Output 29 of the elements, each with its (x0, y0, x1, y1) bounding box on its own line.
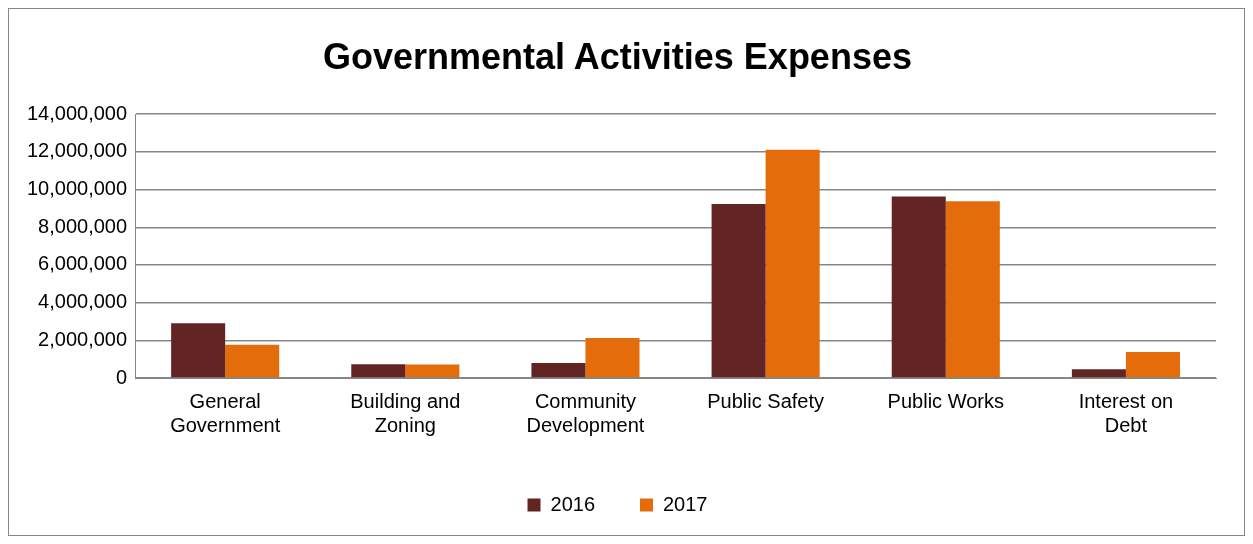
bar (945, 201, 1000, 378)
chart-title: Governmental Activities Expenses (323, 35, 912, 77)
bar (765, 149, 820, 378)
bar (405, 364, 460, 378)
x-tick-label: Interest on Debt (1078, 389, 1174, 436)
bar (585, 338, 640, 378)
y-tick-label: 14,000,000 (26, 101, 128, 124)
x-tick-label: Building and Zoning (350, 389, 461, 436)
y-tick-label: 12,000,000 (26, 139, 128, 162)
bar (171, 323, 226, 378)
y-tick-label: 8,000,000 (38, 214, 128, 237)
y-tick-label: 4,000,000 (38, 290, 128, 313)
y-tick-label: 6,000,000 (38, 252, 128, 275)
bar (225, 344, 280, 378)
x-tick-label: Community Development (526, 389, 645, 436)
bar (531, 362, 586, 378)
bar (351, 364, 406, 378)
y-tick-label: 0 (115, 365, 128, 388)
y-tick-label: 10,000,000 (26, 177, 128, 200)
bar (891, 196, 946, 378)
x-tick-label: Public Works (887, 389, 1004, 412)
x-tick-label: General Government (170, 389, 281, 436)
bar (1071, 369, 1126, 378)
y-tick-label: 2,000,000 (38, 327, 128, 350)
bar (711, 204, 766, 378)
x-tick-label: Public Safety (707, 389, 824, 412)
legend-label: 2016 (550, 492, 596, 515)
bar (1125, 352, 1180, 378)
legend-label: 2017 (663, 492, 708, 515)
